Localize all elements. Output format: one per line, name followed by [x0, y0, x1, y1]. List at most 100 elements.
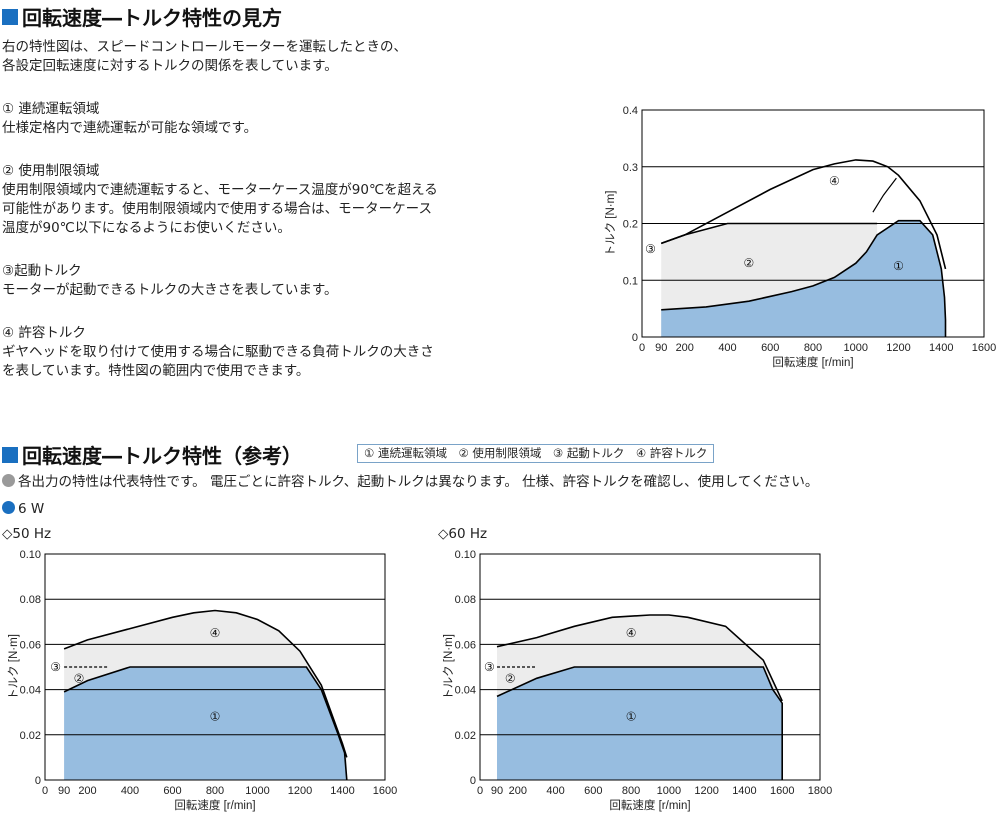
y-tick-label: 0.2 — [623, 219, 638, 231]
item-heading: ③起動トルク — [2, 263, 82, 279]
allowable-torque-line — [660, 159, 947, 270]
region-legend: ① 連続運転領域 ② 使用制限領域 ③ 起動トルク ④ 許容トルク — [357, 444, 715, 463]
note-dot-icon — [2, 474, 15, 487]
y-tick-label: 0.08 — [20, 594, 41, 606]
y-tick-label: 0.06 — [455, 639, 476, 651]
x-tick-label: 800 — [804, 342, 822, 354]
region1-boundary — [496, 666, 783, 780]
x-tick-label: 1400 — [929, 342, 953, 354]
y-tick-label: 0 — [470, 775, 476, 787]
chart-60hz-title: 60 Hz — [448, 526, 488, 542]
output-heading: 6 W — [2, 500, 44, 519]
starting-torque-line — [872, 177, 897, 213]
intro-line: 各設定回転速度に対するトルクの関係を表しています。 — [2, 58, 338, 74]
x-tick-label: 600 — [584, 785, 602, 797]
chart-example: 0 0.1 0.2 0.3 0.4 0 90 200 400 600 800 1000 1200 1400… — [604, 105, 996, 369]
note-text: 各出力の特性は代表特性です。 電圧ごとに許容トルク、起動トルクは異なります。 仕… — [18, 474, 819, 490]
allowable-torque-line — [496, 614, 783, 702]
y-tick-label: 0 — [632, 332, 638, 344]
section1-title: 回転速度―トルク特性の見方 — [2, 2, 282, 31]
section1-title-text: 回転速度―トルク特性の見方 — [22, 6, 282, 30]
plot-frame — [479, 553, 821, 781]
plot-frame — [44, 553, 386, 781]
y-axis-label: トルク [N·m] — [604, 191, 617, 257]
section2-title: 回転速度―トルク特性（参考） — [2, 440, 302, 469]
x-tick-label: 0 — [639, 342, 645, 354]
title-marker — [2, 446, 18, 463]
region2-label: ② — [505, 671, 516, 685]
x-tick-label: 1200 — [694, 785, 718, 797]
y-tick-label: 0.02 — [20, 730, 41, 742]
x-tick-label: 1200 — [886, 342, 910, 354]
item-line: ギヤヘッドを取り付けて使用する場合に駆動できる負荷トルクの大きさ — [2, 344, 434, 360]
x-tick-label: 400 — [121, 785, 139, 797]
allowable-torque-label: ④ — [626, 626, 637, 640]
region2-label: ② — [74, 671, 85, 685]
x-tick-label: 200 — [78, 785, 96, 797]
y-tick-label: 0.04 — [455, 685, 476, 697]
item-line: モーターが起動できるトルクの大きさを表しています。 — [2, 282, 338, 298]
section1-text: 右の特性図は、スピードコントロールモーターを運転したときの、 各設定回転速度に対… — [2, 38, 438, 381]
x-tick-label: 90 — [58, 785, 70, 797]
x-axis-label: 回転速度 [r/min] — [174, 798, 255, 812]
x-axis-label: 回転速度 [r/min] — [609, 798, 690, 812]
x-tick-label: 1000 — [245, 785, 269, 797]
x-tick-label: 1600 — [770, 785, 794, 797]
chart-50hz-heading: ◇50 Hz — [2, 526, 52, 542]
note-line: 各出力の特性は代表特性です。 電圧ごとに許容トルク、起動トルクは異なります。 仕… — [2, 473, 818, 492]
item-line: を表しています。特性図の範囲内で使用できます。 — [2, 363, 310, 379]
x-tick-label: 1600 — [972, 342, 996, 354]
chart-60hz-heading: ◇60 Hz — [438, 526, 488, 542]
section2-title-text: 回転速度―トルク特性（参考） — [22, 444, 302, 468]
item-heading: ④ 許容トルク — [2, 325, 86, 341]
item-line: 可能性があります。使用制限領域内で使用する場合は、モーターケース — [2, 201, 432, 217]
x-tick-label: 0 — [42, 785, 48, 797]
y-tick-label: 0.1 — [623, 275, 638, 287]
y-tick-label: 0 — [35, 775, 41, 787]
y-axis-label: トルク [N·m] — [7, 634, 20, 700]
region1-label: ① — [210, 710, 221, 724]
starting-torque-label: ③ — [484, 660, 495, 674]
region1-label: ① — [626, 710, 637, 724]
x-tick-label: 800 — [206, 785, 224, 797]
x-tick-label: 1000 — [657, 785, 681, 797]
region2-boundary — [660, 222, 878, 245]
allowable-torque-label: ④ — [210, 626, 221, 640]
plot-frame — [641, 109, 985, 338]
starting-torque-label: ③ — [645, 242, 656, 256]
region1-boundary — [63, 666, 348, 781]
x-tick-label: 600 — [163, 785, 181, 797]
x-tick-label: 400 — [718, 342, 736, 354]
y-tick-label: 0.10 — [455, 549, 476, 561]
x-tick-label: 1600 — [373, 785, 397, 797]
x-tick-label: 200 — [509, 785, 527, 797]
y-tick-label: 0.02 — [455, 730, 476, 742]
y-tick-label: 0.3 — [623, 162, 638, 174]
region2-label: ② — [743, 256, 754, 270]
region1-boundary — [661, 219, 947, 337]
x-tick-label: 1000 — [844, 342, 868, 354]
output-dot-icon — [2, 501, 15, 514]
x-axis-label: 回転速度 [r/min] — [772, 355, 853, 369]
allowable-torque-line — [63, 609, 348, 758]
region1-fill — [661, 220, 946, 337]
allowable-torque-label: ④ — [829, 174, 840, 188]
region1-fill — [64, 667, 347, 780]
y-tick-label: 0.10 — [20, 549, 41, 561]
x-tick-label: 800 — [622, 785, 640, 797]
y-tick-label: 0.4 — [623, 105, 638, 117]
output-label: 6 W — [18, 501, 45, 517]
x-tick-label: 400 — [546, 785, 564, 797]
chart-50hz-title: 50 Hz — [12, 526, 52, 542]
chart-50hz: 0 0.02 0.04 0.06 0.08 0.10 0 90 200 400 600 800 1000… — [7, 549, 397, 812]
x-tick-label: 1800 — [808, 785, 832, 797]
y-tick-label: 0.08 — [455, 594, 476, 606]
x-tick-label: 90 — [655, 342, 667, 354]
item-heading: ① 連続運転領域 — [2, 101, 100, 117]
y-axis-label: トルク [N·m] — [442, 634, 455, 700]
item-line: 使用制限領域内で連続運転すると、モーターケース温度が90℃を超える — [2, 182, 438, 198]
region1-label: ① — [893, 259, 904, 273]
x-tick-label: 600 — [761, 342, 779, 354]
x-tick-label: 90 — [491, 785, 503, 797]
title-marker — [2, 8, 18, 25]
